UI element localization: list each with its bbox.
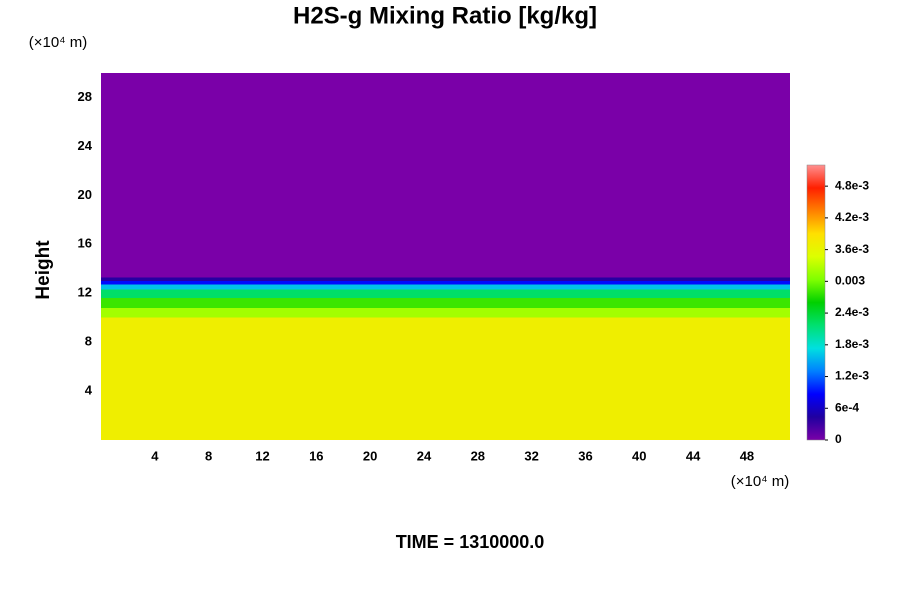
chart-title: H2S-g Mixing Ratio [kg/kg] [293,2,597,29]
colorbar [806,164,826,441]
x-tick-label: 20 [363,448,377,463]
x-tick-label: 4 [151,448,159,463]
y-tick-label: 28 [78,89,92,104]
y-tick-label: 20 [78,187,92,202]
x-tick-label: 32 [524,448,538,463]
x-tick-label: 16 [309,448,323,463]
colorbar-tick-label: 1.2e-3 [835,369,869,383]
colorbar-tick-label: 6e-4 [835,400,859,414]
x-tick-label: 40 [632,448,646,463]
field-band [101,73,790,278]
x-tick-label: 8 [205,448,212,463]
colorbar-tick-label: 0.003 [835,274,865,288]
field-band [101,289,790,299]
colorbar-tick-label: 2.4e-3 [835,305,869,319]
y-unit: (×10⁴ m) [29,34,88,51]
field-band [101,307,790,318]
colorbar-tick-label: 4.2e-3 [835,210,869,224]
y-tick-label: 16 [78,236,92,251]
field-band [101,298,790,308]
y-axis-label: Height [33,240,54,300]
y-tick-label: 4 [85,383,93,398]
field-band [101,280,790,285]
y-tick-label: 8 [85,334,92,349]
colorbar-tick-label: 1.8e-3 [835,337,869,351]
field-band [101,284,790,290]
y-tick-label: 12 [78,285,92,300]
x-tick-label: 12 [255,448,269,463]
x-unit: (×10⁴ m) [731,473,790,490]
x-tick-label: 24 [417,448,432,463]
colorbar-tick-label: 3.6e-3 [835,242,869,256]
y-tick-label: 24 [78,138,93,153]
x-tick-label: 44 [686,448,701,463]
colorbar-tick-label: 0 [835,432,842,446]
field-band [101,317,790,440]
x-tick-label: 48 [740,448,754,463]
colorbar-tick-label: 4.8e-3 [835,178,869,192]
field-band [101,277,790,281]
footer: TIME = 1310000.0 [396,532,545,552]
x-tick-label: 36 [578,448,592,463]
x-tick-label: 28 [471,448,485,463]
